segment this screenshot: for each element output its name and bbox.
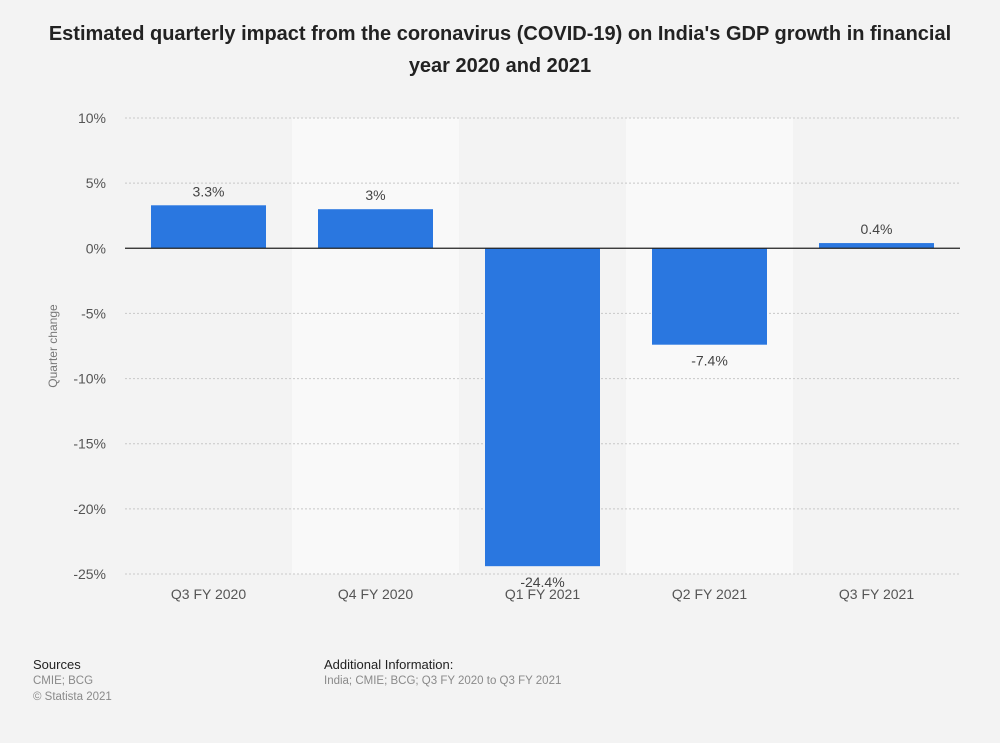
y-tick-label: -20% bbox=[73, 501, 106, 517]
additional-info-text: India; CMIE; BCG; Q3 FY 2020 to Q3 FY 20… bbox=[324, 675, 562, 687]
band-background bbox=[292, 118, 459, 574]
bar bbox=[652, 248, 767, 345]
additional-info-block: Additional Information: India; CMIE; BCG… bbox=[324, 657, 561, 689]
data-label: 3% bbox=[365, 187, 385, 203]
y-axis-label: Quarter change bbox=[46, 304, 60, 388]
y-tick-label: -15% bbox=[73, 436, 106, 452]
band-background bbox=[626, 118, 793, 574]
x-tick-label: Q1 FY 2021 bbox=[505, 586, 580, 602]
sources-block: Sources CMIE; BCG © Statista 2021 bbox=[33, 657, 112, 705]
data-label: -7.4% bbox=[691, 353, 728, 369]
sources-line-2: © Statista 2021 bbox=[33, 691, 112, 703]
data-label: -24.4% bbox=[520, 574, 564, 590]
x-tick-label: Q2 FY 2021 bbox=[672, 586, 747, 602]
y-tick-label: 5% bbox=[86, 175, 106, 191]
sources-heading: Sources bbox=[33, 657, 81, 672]
y-tick-label: -5% bbox=[81, 305, 106, 321]
bar bbox=[485, 248, 600, 567]
y-tick-label: -25% bbox=[73, 566, 106, 582]
data-label: 3.3% bbox=[193, 183, 225, 199]
x-tick-label: Q3 FY 2020 bbox=[171, 586, 246, 602]
y-tick-label: -10% bbox=[73, 371, 106, 387]
y-tick-label: 0% bbox=[86, 240, 106, 256]
x-tick-label: Q4 FY 2020 bbox=[338, 586, 413, 602]
bar bbox=[318, 209, 433, 249]
bar bbox=[151, 205, 266, 249]
x-tick-label: Q3 FY 2021 bbox=[839, 586, 914, 602]
additional-info-heading: Additional Information: bbox=[324, 657, 454, 672]
data-label: 0.4% bbox=[861, 221, 893, 237]
chart-title: Estimated quarterly impact from the coro… bbox=[48, 23, 952, 77]
y-tick-label: 10% bbox=[78, 110, 106, 126]
bar bbox=[819, 243, 934, 249]
sources-line-1: CMIE; BCG bbox=[33, 675, 94, 687]
